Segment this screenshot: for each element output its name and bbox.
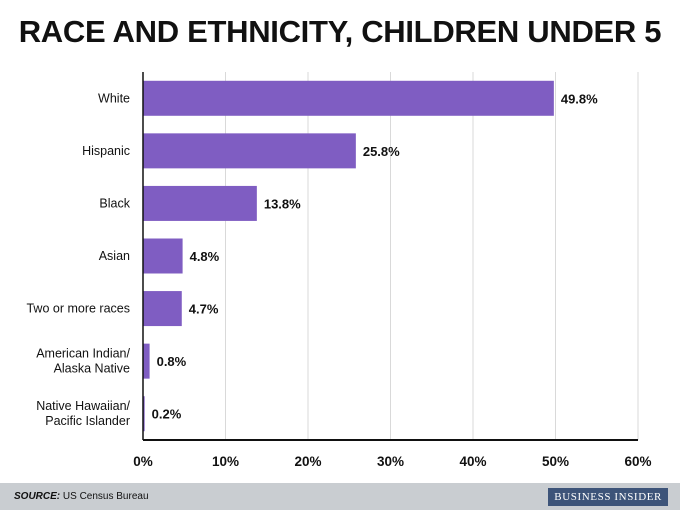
category-label: American Indian/ xyxy=(36,347,130,361)
bar-value-label: 4.7% xyxy=(189,302,219,317)
bar xyxy=(143,343,150,379)
category-label: Pacific Islander xyxy=(45,414,130,428)
chart-title: RACE AND ETHNICITY, CHILDREN UNDER 5 xyxy=(18,14,662,49)
category-label: Native Hawaiian/ xyxy=(36,399,130,413)
x-tick-label: 40% xyxy=(459,454,486,469)
x-tick-label: 30% xyxy=(377,454,404,469)
category-label: Two or more races xyxy=(26,302,130,316)
bar-value-label: 0.2% xyxy=(152,407,182,422)
bar-value-label: 49.8% xyxy=(561,91,598,106)
source-text: US Census Bureau xyxy=(60,491,149,502)
x-tick-label: 50% xyxy=(542,454,569,469)
x-tick-label: 0% xyxy=(133,454,153,469)
bar xyxy=(143,185,257,221)
source-label: SOURCE: xyxy=(14,491,61,502)
category-label: Hispanic xyxy=(82,144,130,158)
bar xyxy=(143,80,554,116)
category-label: Black xyxy=(99,196,130,210)
category-label: Alaska Native xyxy=(54,362,130,376)
footer-bar: SOURCE: US Census Bureau BUSINESS INSIDE… xyxy=(0,483,680,510)
bar-value-label: 4.8% xyxy=(190,249,220,264)
bar xyxy=(143,238,183,274)
bar xyxy=(143,396,145,432)
bar xyxy=(143,291,182,327)
category-label: White xyxy=(98,91,130,105)
bar-value-label: 13.8% xyxy=(264,196,301,211)
bar-value-label: 0.8% xyxy=(157,354,187,369)
x-tick-label: 10% xyxy=(212,454,239,469)
x-tick-label: 60% xyxy=(624,454,651,469)
category-label: Asian xyxy=(99,249,130,263)
bar-value-label: 25.8% xyxy=(363,144,400,159)
source-note: SOURCE: US Census Bureau xyxy=(14,491,149,502)
x-tick-label: 20% xyxy=(294,454,321,469)
bar-chart: 49.8% White 25.8% Hispanic 13.8% Black 4.8% Asi… xyxy=(26,72,652,469)
bar xyxy=(143,133,356,169)
business-insider-logo: BUSINESS INSIDER xyxy=(548,488,668,506)
